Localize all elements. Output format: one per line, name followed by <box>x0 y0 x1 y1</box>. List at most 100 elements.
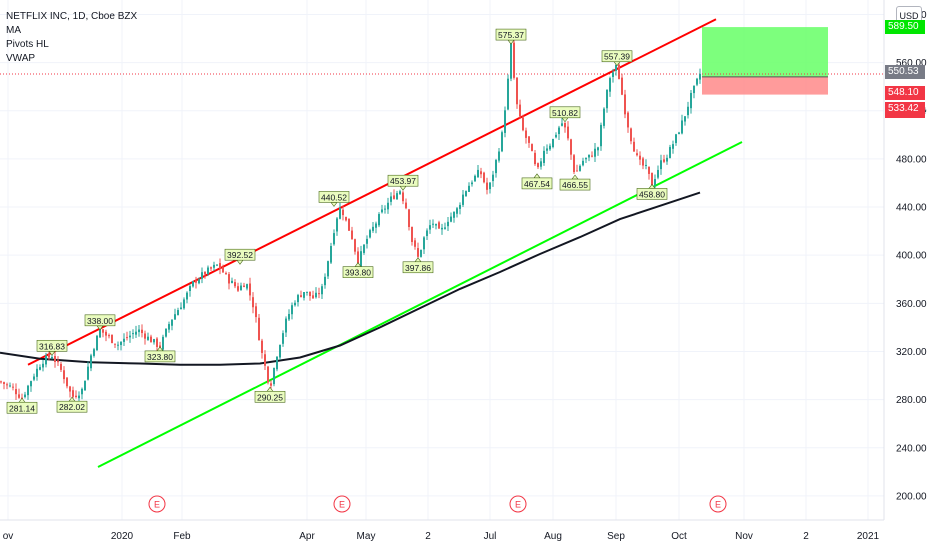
candle <box>96 334 98 351</box>
candle <box>384 205 386 214</box>
candle <box>210 266 212 271</box>
candle-body <box>351 230 353 240</box>
candle <box>549 143 551 151</box>
candle-body <box>237 286 239 291</box>
candle-body <box>531 144 533 152</box>
candle <box>552 138 554 149</box>
candle-body <box>267 366 269 383</box>
pivot-box <box>495 28 527 41</box>
channel-upper-line <box>27 18 717 366</box>
price-tick-label: 280.00 <box>896 395 927 406</box>
candle <box>249 277 251 301</box>
pivot-label: 510.82 <box>549 106 581 123</box>
candle-body <box>528 136 530 143</box>
candle <box>24 391 26 399</box>
candle-body <box>306 291 308 293</box>
candle-body <box>540 161 542 167</box>
candle-body <box>231 280 233 284</box>
candle-body <box>678 132 680 134</box>
earnings-marker[interactable]: E <box>333 495 351 513</box>
candle <box>627 111 629 133</box>
candle-body <box>45 355 47 365</box>
candle-body <box>264 354 266 366</box>
candle-body <box>174 314 176 320</box>
earnings-marker[interactable]: E <box>148 495 166 513</box>
candle <box>663 154 665 164</box>
candle <box>369 228 371 239</box>
candle-body <box>96 335 98 351</box>
pivot-label: 575.37 <box>495 28 527 45</box>
candle <box>687 101 689 119</box>
pivot-box <box>254 390 286 403</box>
candle-body <box>93 349 95 356</box>
candle-body <box>165 328 167 337</box>
candle-body <box>459 204 461 209</box>
candle-body <box>171 319 173 326</box>
indicator-pivots-hl[interactable]: Pivots HL <box>6 39 49 50</box>
candle-body <box>327 261 329 277</box>
candle <box>57 356 59 367</box>
candle <box>42 359 44 372</box>
candle <box>285 316 287 337</box>
candle <box>672 140 674 154</box>
candle <box>183 297 185 310</box>
candle-body <box>426 230 428 237</box>
candle-body <box>219 263 221 269</box>
pivot-box <box>636 188 668 200</box>
candle <box>375 221 377 234</box>
candle <box>48 351 50 361</box>
candle <box>120 341 122 351</box>
candle-body <box>516 77 518 105</box>
candle <box>15 383 17 401</box>
symbol-title[interactable]: NETFLIX INC, 1D, Cboe BZX <box>6 11 138 22</box>
indicator-ma[interactable]: MA <box>6 25 21 36</box>
time-tick-label: Oct <box>671 531 687 542</box>
candle <box>231 277 233 284</box>
candle <box>12 383 14 391</box>
candle-body <box>450 216 452 222</box>
candle-body <box>648 166 650 174</box>
candle <box>444 222 446 230</box>
candle <box>450 212 452 223</box>
last-price-label: 550.53 <box>885 64 925 79</box>
candle <box>366 235 368 249</box>
candle <box>351 226 353 240</box>
candle <box>522 114 524 132</box>
candle <box>75 390 77 399</box>
time-tick-label: Sep <box>607 531 625 542</box>
candle-body <box>414 240 416 247</box>
candle <box>45 352 47 368</box>
candle-body <box>570 139 572 155</box>
candle-body <box>501 132 503 152</box>
time-tick-label: Apr <box>299 531 315 542</box>
candle-body <box>24 394 26 398</box>
candle <box>318 287 320 299</box>
candle <box>90 353 92 372</box>
candle <box>309 291 311 301</box>
candle <box>582 157 584 167</box>
candle-body <box>513 42 515 78</box>
candle-body <box>402 192 404 202</box>
candle-body <box>246 284 248 289</box>
candle-body <box>492 174 494 182</box>
candle-body <box>198 279 200 284</box>
candle <box>612 68 614 83</box>
pivot-value: 510.82 <box>552 108 578 118</box>
earnings-circle <box>148 495 166 513</box>
candle-body <box>195 280 197 283</box>
candle-body <box>489 182 491 190</box>
moving-average-line <box>0 191 701 366</box>
candle-body <box>177 310 179 316</box>
candle <box>264 350 266 370</box>
earnings-marker[interactable]: E <box>509 495 527 513</box>
candle-body <box>507 78 509 110</box>
candle-body <box>60 363 62 370</box>
indicator-vwap[interactable]: VWAP <box>6 53 36 64</box>
candle <box>666 154 668 165</box>
earnings-marker[interactable]: E <box>709 495 727 513</box>
candle-body <box>663 159 665 162</box>
candle-body <box>201 272 203 279</box>
pivot-value: 338.00 <box>87 316 113 326</box>
candle-body <box>699 73 701 80</box>
